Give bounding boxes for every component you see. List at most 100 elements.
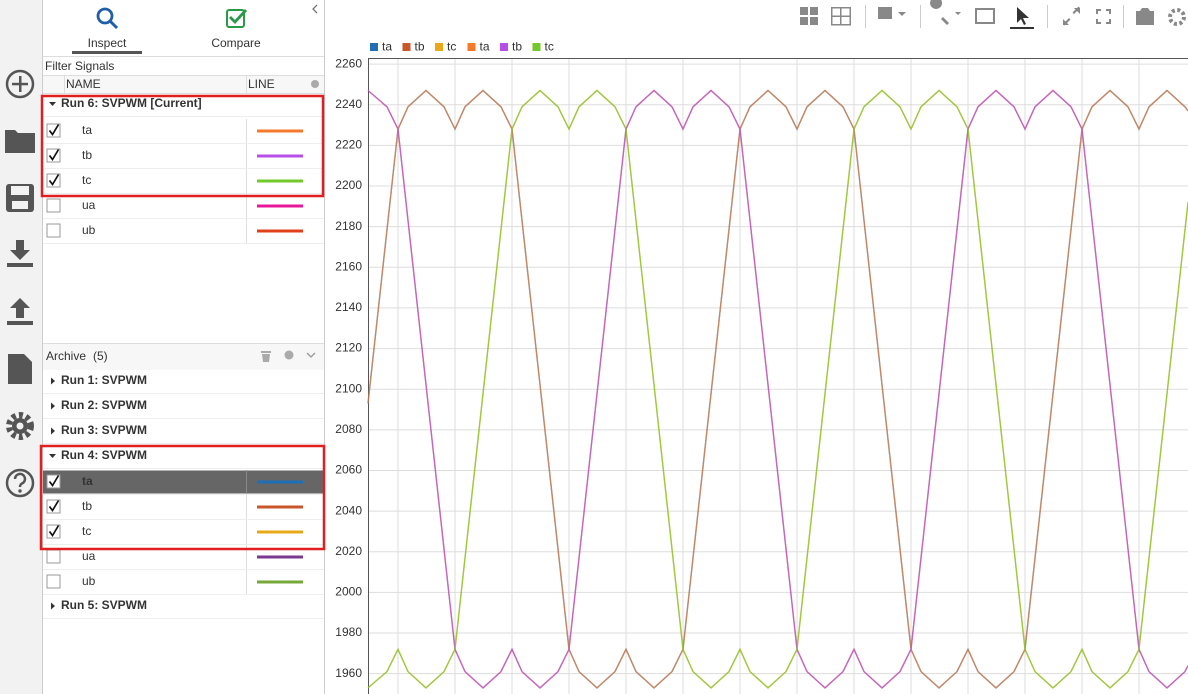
y-tick-label: 2120 [335, 341, 362, 355]
column-header [43, 76, 324, 93]
help-icon[interactable] [5, 468, 35, 498]
grid-button[interactable] [831, 7, 851, 26]
expand-arrow[interactable] [51, 427, 55, 435]
y-tick-label: 2000 [335, 585, 362, 599]
signal-name[interactable]: ub [82, 223, 96, 237]
signal-name[interactable]: ta [82, 474, 93, 488]
fullscreen-button[interactable] [1096, 9, 1111, 24]
signal-name[interactable]: tb [82, 148, 92, 162]
legend-label[interactable]: tb [415, 40, 425, 54]
archive-settings[interactable] [284, 350, 294, 360]
filter-input[interactable]: Filter Signals [45, 59, 114, 73]
legend-swatch[interactable] [500, 43, 508, 51]
run-title[interactable]: Run 3: SVPWM [61, 423, 147, 437]
checkmark [48, 500, 60, 513]
archive-collapse[interactable] [306, 352, 316, 358]
tab-label[interactable]: Inspect [88, 36, 127, 50]
collapse-arrow[interactable] [49, 102, 56, 106]
legend-label[interactable]: tc [447, 40, 456, 54]
checkbox[interactable] [46, 223, 61, 238]
y-tick-label: 1980 [335, 625, 362, 639]
run-title[interactable]: Run 6: SVPWM [Current] [61, 96, 202, 110]
legend-label[interactable]: ta [382, 40, 392, 54]
column-label: NAME [66, 77, 101, 91]
layout-button[interactable] [800, 7, 818, 25]
y-tick-label: 2240 [335, 97, 362, 111]
legend-swatch[interactable] [532, 43, 541, 51]
highlight-box [39, 444, 326, 551]
signal-name[interactable]: ua [82, 198, 96, 212]
checkbox[interactable] [46, 574, 61, 589]
archive-tools [261, 350, 316, 362]
report-icon[interactable] [8, 354, 32, 384]
y-tick-label: 2020 [335, 544, 362, 558]
legend-swatch[interactable] [402, 43, 411, 51]
signal-name[interactable]: ub [82, 574, 96, 588]
checkbox[interactable] [46, 549, 61, 564]
checkmark [48, 475, 60, 488]
checkmark [48, 124, 60, 137]
legend-swatch[interactable] [435, 43, 443, 51]
checkbox[interactable] [46, 198, 61, 213]
legend-label[interactable]: tb [512, 40, 522, 54]
chart-settings[interactable] [1168, 8, 1186, 26]
import-icon[interactable] [7, 240, 33, 267]
zoom-button[interactable] [930, 0, 961, 25]
selected-row [43, 470, 324, 494]
expand-arrow[interactable] [51, 602, 55, 610]
save-icon[interactable] [6, 184, 34, 212]
signal-name[interactable]: ta [82, 123, 92, 137]
fit-button[interactable] [975, 8, 995, 24]
legend-swatch[interactable] [467, 43, 476, 51]
settings-icon[interactable] [6, 412, 34, 440]
series-line [367, 89, 1188, 689]
open-icon[interactable] [5, 130, 35, 153]
collapse-button[interactable] [312, 4, 318, 14]
subplot-button[interactable] [878, 7, 906, 19]
signal-name[interactable]: tb [82, 499, 92, 513]
y-tick-label: 2140 [335, 300, 362, 314]
archive-title: Archive [46, 349, 86, 363]
run-title[interactable]: Run 4: SVPWM [61, 448, 147, 462]
snapshot-button[interactable] [1136, 8, 1154, 25]
legend-label[interactable]: ta [480, 40, 490, 54]
content: Inspect Compare Filter Signals NAME LINE Run … [43, 36, 1188, 694]
tab-underline [72, 51, 142, 54]
compare-icon[interactable] [226, 9, 248, 28]
chart-toolbar [800, 0, 1186, 29]
column-settings[interactable] [311, 80, 319, 88]
signal-name[interactable]: ua [82, 549, 96, 563]
signal-name[interactable]: tc [82, 524, 91, 538]
legend-label[interactable]: tc [545, 40, 554, 54]
expand-arrow[interactable] [51, 377, 55, 385]
y-tick-label: 2180 [335, 219, 362, 233]
new-icon[interactable] [5, 69, 35, 99]
series-line [367, 89, 1188, 689]
expand-arrow[interactable] [51, 402, 55, 410]
checkmark [48, 525, 60, 538]
y-tick-label: 2040 [335, 503, 362, 517]
run-title[interactable]: Run 2: SVPWM [61, 398, 147, 412]
inspect-icon[interactable] [96, 7, 119, 30]
legend-swatch[interactable] [370, 43, 378, 51]
series-line [367, 89, 1188, 689]
delete-button[interactable] [261, 351, 271, 362]
collapse-arrow[interactable] [49, 454, 56, 458]
sidebar-icons [5, 69, 35, 498]
run-title[interactable]: Run 5: SVPWM [61, 598, 147, 612]
plot-area [368, 58, 1188, 694]
checkmark [48, 149, 60, 162]
y-tick-label: 2220 [335, 138, 362, 152]
run-title[interactable]: Run 1: SVPWM [61, 373, 147, 387]
archive-header [43, 344, 324, 370]
tab-label[interactable]: Compare [211, 36, 261, 50]
expand-button[interactable] [1063, 6, 1080, 26]
cursor-button[interactable] [1017, 7, 1029, 25]
export-icon[interactable] [7, 298, 33, 325]
signal-name[interactable]: tc [82, 173, 91, 187]
cursor-underline [1010, 27, 1034, 29]
archive-count: (5) [93, 349, 108, 363]
sidebar [0, 0, 42, 694]
